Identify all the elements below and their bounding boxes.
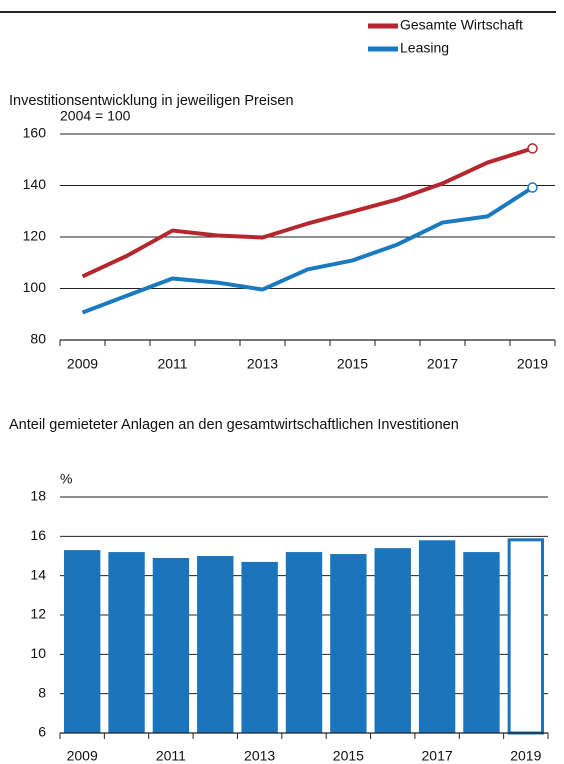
line: [81, 146, 534, 279]
x-tick-label: 2009: [67, 748, 98, 764]
y-unit: %: [60, 471, 72, 487]
bar: [152, 557, 190, 733]
y-tick-label: 80: [30, 331, 46, 347]
bar: [63, 550, 101, 733]
y-tick-label: 160: [23, 125, 47, 141]
y-tick-label: 100: [23, 279, 47, 295]
bar: [108, 552, 145, 733]
x-tick-label: 2019: [510, 748, 541, 764]
legend-label: Gesamte Wirtschaft: [400, 17, 523, 33]
bar: [507, 538, 545, 735]
y-tick-label: 12: [30, 606, 46, 622]
bar: [197, 556, 234, 733]
bar: [463, 552, 500, 733]
chart-title: Investitionsentwicklung in jeweiligen Pr…: [9, 93, 294, 109]
y-tick-label: 140: [23, 176, 47, 192]
x-tick-label: 2011: [156, 748, 186, 764]
x-tick-label: 2013: [244, 748, 275, 764]
y-tick-label: 6: [38, 724, 46, 740]
y-tick-label: 14: [30, 566, 46, 582]
x-tick-label: 2009: [67, 356, 98, 372]
line: [81, 185, 534, 315]
x-tick-label: 2017: [422, 748, 453, 764]
y-tick-label: 16: [30, 527, 46, 543]
x-tick-label: 2015: [337, 356, 368, 372]
end-marker: [527, 143, 538, 154]
y-tick-label: 18: [30, 488, 46, 504]
y-tick-label: 120: [23, 228, 47, 244]
x-tick-label: 2015: [333, 748, 364, 764]
x-tick-label: 2013: [247, 356, 278, 372]
x-tick-label: 2019: [517, 356, 548, 372]
end-marker: [527, 182, 538, 193]
bar: [285, 552, 323, 733]
legend-label: Leasing: [400, 40, 449, 56]
y-tick-label: 8: [38, 684, 46, 700]
bar: [374, 548, 411, 733]
bar: [418, 540, 456, 733]
y-unit: 2004 = 100: [60, 108, 131, 124]
x-tick-label: 2017: [427, 356, 458, 372]
x-tick-label: 2011: [157, 356, 187, 372]
chart-title: Anteil gemieteter Anlagen an den gesamtw…: [9, 417, 459, 433]
y-tick-label: 10: [30, 645, 46, 661]
bar: [330, 554, 367, 733]
bar: [241, 561, 278, 733]
